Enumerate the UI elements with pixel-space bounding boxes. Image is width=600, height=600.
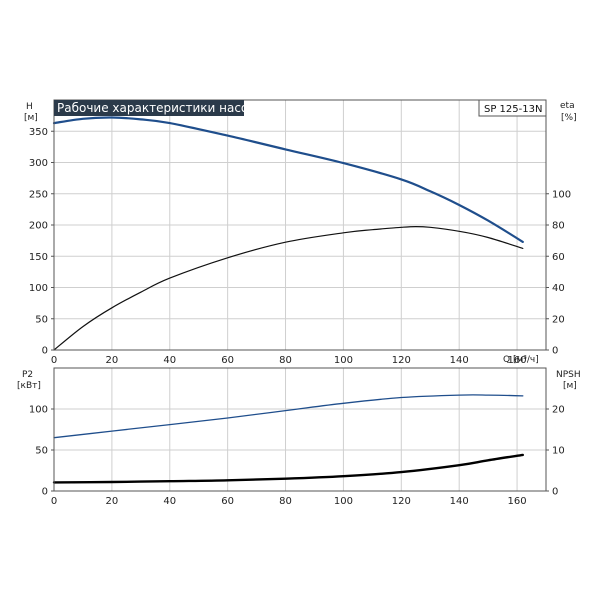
title-box (54, 100, 244, 116)
right-tick-label: 20 (552, 405, 565, 416)
right-tick-label: 0 (552, 346, 558, 357)
upper-series (52, 116, 524, 351)
npsh-axis-unit: [м] (563, 381, 577, 391)
x-tick-label: 100 (334, 496, 353, 507)
right-tick-label: 100 (552, 189, 571, 200)
x-tick-label: 160 (508, 355, 527, 366)
lower-series (52, 394, 524, 484)
x-tick-label: 0 (51, 496, 57, 507)
left-tick-label: 200 (29, 221, 48, 232)
eta-axis-label: eta (560, 101, 575, 111)
x-tick-label: 120 (392, 496, 411, 507)
right-tick-label: 40 (552, 283, 565, 294)
left-tick-label: 100 (29, 405, 48, 416)
left-tick-label: 300 (29, 158, 48, 169)
x-tick-label: 20 (106, 355, 119, 366)
right-tick-label: 60 (552, 252, 565, 263)
p2-axis-unit: [кВт] (17, 381, 41, 391)
left-tick-label: 50 (35, 446, 48, 457)
x-tick-label: 140 (450, 355, 469, 366)
left-tick-label: 150 (29, 252, 48, 263)
npsh-curve (52, 453, 524, 484)
x-tick-label: 160 (508, 496, 527, 507)
right-tick-label: 20 (552, 314, 565, 325)
left-tick-label: 0 (42, 346, 48, 357)
left-tick-label: 50 (35, 314, 48, 325)
right-tick-label: 0 (552, 487, 558, 498)
x-tick-label: 0 (51, 355, 57, 366)
left-tick-label: 250 (29, 189, 48, 200)
head-curve (52, 116, 524, 243)
p2-power-curve (53, 394, 524, 439)
lower-plot-frame (53, 367, 547, 492)
h-axis-label: H (26, 102, 33, 112)
eta-axis-unit: [%] (561, 113, 577, 123)
npsh-axis-label: NPSH (556, 370, 581, 380)
x-tick-label: 60 (221, 496, 234, 507)
left-tick-label: 0 (42, 487, 48, 498)
upper-plot-frame (53, 99, 547, 351)
x-tick-label: 120 (392, 355, 411, 366)
h-axis-unit: [м] (24, 113, 38, 123)
upper-grid (53, 100, 546, 351)
x-tick-label: 80 (279, 355, 292, 366)
p2-axis-label: P2 (22, 370, 33, 380)
x-tick-label: 20 (106, 496, 119, 507)
model-label: SP 125-13N (484, 104, 542, 115)
chart-title: Рабочие характеристики насоса (57, 101, 262, 115)
efficiency-curve (53, 225, 524, 351)
left-tick-label: 100 (29, 283, 48, 294)
x-tick-label: 60 (221, 355, 234, 366)
left-tick-label: 350 (29, 127, 48, 138)
x-tick-label: 100 (334, 355, 353, 366)
x-tick-label: 40 (163, 355, 176, 366)
q-axis-label: Q [м³/ч] (503, 355, 539, 365)
x-tick-label: 40 (163, 496, 176, 507)
right-tick-label: 80 (552, 221, 565, 232)
x-tick-label: 80 (279, 496, 292, 507)
model-box (478, 99, 547, 117)
x-tick-label: 140 (450, 496, 469, 507)
right-tick-label: 10 (552, 446, 565, 457)
